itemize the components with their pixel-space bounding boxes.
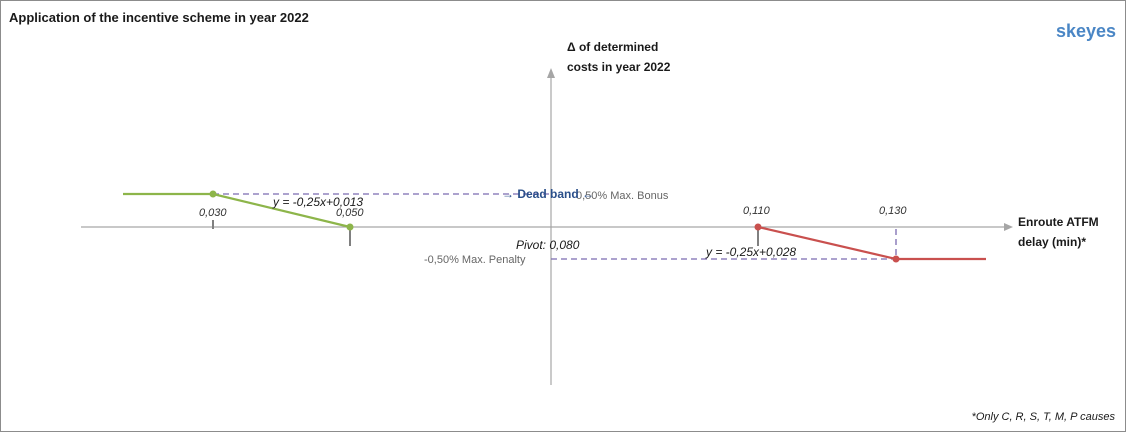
y-axis-label: Δ of determined costs in year 2022: [567, 37, 670, 77]
y-axis-label-line1: Δ of determined: [567, 40, 659, 54]
tick-label-030: 0,030: [199, 207, 227, 219]
tick-label-050: 0,050: [336, 207, 364, 219]
equation-left: y = -0,25x+0,013: [272, 195, 363, 209]
footnote: *Only C, R, S, T, M, P causes: [971, 411, 1115, 423]
x-axis-label: Enroute ATFM delay (min)*: [1018, 212, 1099, 252]
max-bonus-label: 0,50% Max. Bonus: [576, 190, 669, 202]
y-axis-arrow: [547, 68, 555, 78]
chart-title: Application of the incentive scheme in y…: [9, 10, 309, 25]
dead-band-label: → Dead band ←: [502, 187, 594, 201]
y-axis-label-line2: costs in year 2022: [567, 60, 671, 74]
penalty-point-110: [754, 223, 762, 231]
tick-label-110: 0,110: [743, 205, 771, 217]
x-axis-label-line1: Enroute ATFM: [1018, 215, 1099, 229]
pivot-label: Pivot: 0,080: [516, 238, 580, 252]
brand-logo-text: skeyes: [1056, 21, 1117, 41]
x-axis-arrow: [1004, 223, 1013, 231]
equation-right: y = -0,25x+0,028: [705, 245, 796, 259]
bonus-point-030: [209, 190, 217, 198]
x-axis-label-line2: delay (min)*: [1018, 235, 1087, 249]
tick-label-130: 0,130: [879, 205, 907, 217]
bonus-point-050: [346, 223, 354, 231]
max-penalty-label: -0,50% Max. Penalty: [424, 254, 526, 266]
penalty-point-130: [892, 255, 900, 263]
